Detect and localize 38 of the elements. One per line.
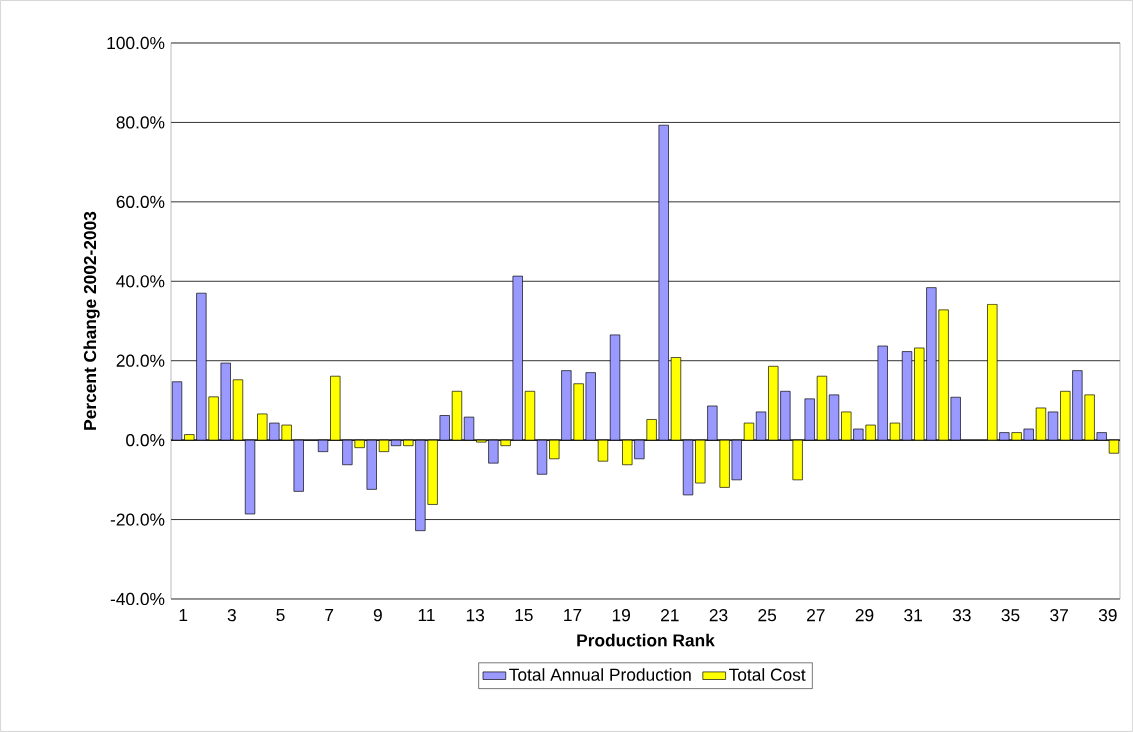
y-tick-label: 80.0% <box>116 116 165 129</box>
y-tick-label: 60.0% <box>116 195 165 208</box>
y-tick-label: 100.0% <box>107 36 165 50</box>
bar <box>573 383 584 441</box>
x-tick-label: 39 <box>1098 609 1117 622</box>
x-tick-label: 9 <box>373 609 382 622</box>
bar <box>208 396 219 441</box>
bar <box>792 439 803 481</box>
x-tick-label: 19 <box>612 609 630 622</box>
x-tick-label: 1 <box>179 609 188 621</box>
x-tick-label: 15 <box>515 609 533 622</box>
x-tick-label: 33 <box>952 609 971 622</box>
y-tick-label: 0.0% <box>126 433 165 447</box>
x-tick-label: 31 <box>904 609 922 622</box>
y-tick-label: -40.0% <box>110 592 165 606</box>
x-tick-label: 25 <box>758 609 777 622</box>
x-tick-label: 35 <box>1001 609 1020 622</box>
y-tick-label: 40.0% <box>116 275 165 288</box>
bar <box>938 309 949 441</box>
x-axis-title: Production Rank <box>577 633 715 647</box>
x-tick-label: 17 <box>564 609 582 621</box>
x-tick-label: 27 <box>807 609 825 622</box>
x-tick-label: 23 <box>709 609 728 622</box>
x-tick-label: 29 <box>855 609 874 622</box>
legend-label: Total Cost <box>729 668 806 681</box>
x-tick-label: 13 <box>466 609 485 622</box>
bar <box>427 439 438 505</box>
legend-label: Total Annual Production <box>509 668 691 681</box>
x-tick-label: 5 <box>276 609 285 622</box>
y-tick-label: 20.0% <box>116 354 165 367</box>
x-tick-label: 21 <box>661 609 679 622</box>
y-axis-title: Percent Change 2002-2003 <box>83 211 100 430</box>
x-tick-label: 37 <box>1050 609 1068 622</box>
x-tick-label: 3 <box>227 609 236 622</box>
x-tick-label: 7 <box>325 609 334 621</box>
bar <box>719 439 730 488</box>
x-tick-label: 11 <box>418 609 435 621</box>
y-tick-label: -20.0% <box>110 513 165 526</box>
